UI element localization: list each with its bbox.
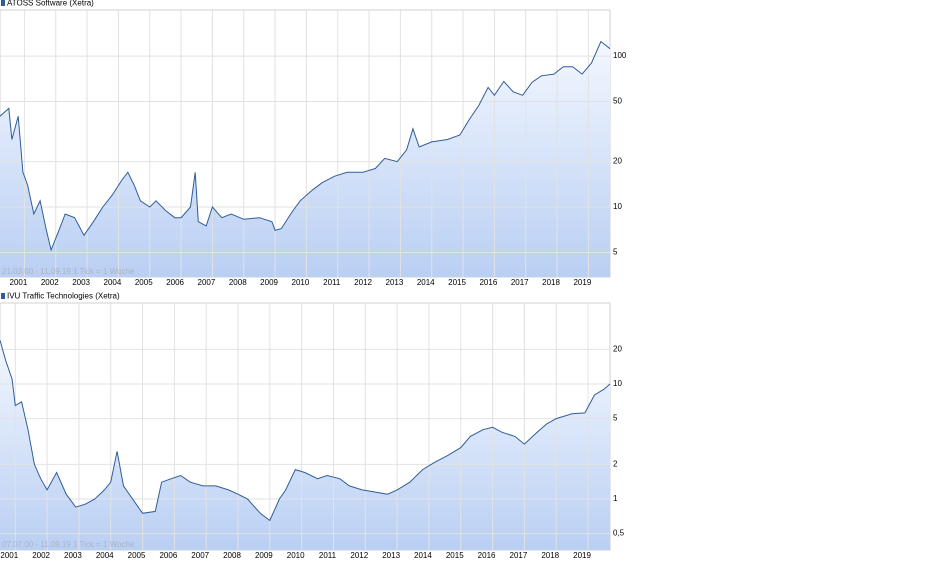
- x-tick-label: 2002: [41, 278, 59, 287]
- x-tick-label: 2013: [382, 551, 400, 560]
- x-tick-label: 2011: [323, 278, 341, 287]
- x-tick-label: 2014: [414, 551, 432, 560]
- x-tick-label: 2018: [541, 551, 559, 560]
- x-tick-label: 2003: [64, 551, 82, 560]
- x-tick-label: 2011: [319, 551, 337, 560]
- x-tick-label: 2008: [229, 278, 247, 287]
- x-tick-label: 2014: [417, 278, 435, 287]
- annotation: 21.03.00 - 11.09.19 1 Tick = 1 Woche: [2, 267, 135, 276]
- x-tick-label: 2010: [287, 551, 305, 560]
- x-tick-label: 2012: [354, 278, 372, 287]
- x-tick-label: 2015: [446, 551, 464, 560]
- x-tick-label: 2010: [292, 278, 310, 287]
- x-tick-label: 2001: [0, 551, 18, 560]
- y-tick-label: 100: [613, 51, 627, 60]
- x-tick-label: 2007: [191, 551, 209, 560]
- x-tick-label: 2005: [128, 551, 146, 560]
- x-tick-label: 2013: [386, 278, 404, 287]
- x-tick-label: 2004: [96, 551, 114, 560]
- x-tick-label: 2017: [511, 278, 529, 287]
- y-tick-label: 5: [613, 414, 618, 423]
- x-tick-label: 2009: [255, 551, 273, 560]
- area: [0, 41, 610, 277]
- line: [0, 340, 611, 522]
- y-tick-label: 50: [613, 97, 622, 106]
- y-tick-label: 2: [613, 459, 618, 468]
- x-tick-label: 2016: [478, 551, 496, 560]
- legend-label: ATOSS Software (Xetra): [7, 0, 94, 8]
- y-tick-label: 0,5: [613, 529, 625, 538]
- y-tick-label: 10: [613, 202, 622, 211]
- x-tick-label: 2008: [223, 551, 241, 560]
- legend-swatch: [1, 293, 5, 299]
- x-tick-label: 2003: [72, 278, 90, 287]
- legend-swatch: [1, 0, 5, 6]
- x-tick-label: 2006: [159, 551, 177, 560]
- annotation: 07.07.00 - 11.09.19 1 Tick = 1 Woche: [2, 540, 135, 549]
- x-tick-label: 2012: [350, 551, 368, 560]
- x-tick-label: 2017: [510, 551, 528, 560]
- x-tick-label: 2001: [10, 278, 28, 287]
- x-tick-label: 2019: [573, 551, 591, 560]
- legend-label: IVU Traffic Technologies (Xetra): [7, 292, 120, 301]
- x-tick-label: 2007: [198, 278, 216, 287]
- x-tick-label: 2006: [166, 278, 184, 287]
- y-tick-label: 5: [613, 248, 618, 257]
- x-tick-label: 2018: [542, 278, 560, 287]
- x-tick-label: 2004: [104, 278, 122, 287]
- y-tick-label: 10: [613, 379, 622, 388]
- area: [0, 340, 610, 550]
- x-tick-label: 2002: [32, 551, 50, 560]
- line: [0, 40, 611, 252]
- y-tick-label: 20: [613, 344, 622, 353]
- x-tick-label: 2016: [479, 278, 497, 287]
- x-tick-label: 2015: [448, 278, 466, 287]
- x-tick-label: 2005: [135, 278, 153, 287]
- x-tick-label: 2009: [260, 278, 278, 287]
- y-tick-label: 20: [613, 157, 622, 166]
- y-tick-label: 1: [613, 494, 618, 503]
- x-tick-label: 2019: [573, 278, 591, 287]
